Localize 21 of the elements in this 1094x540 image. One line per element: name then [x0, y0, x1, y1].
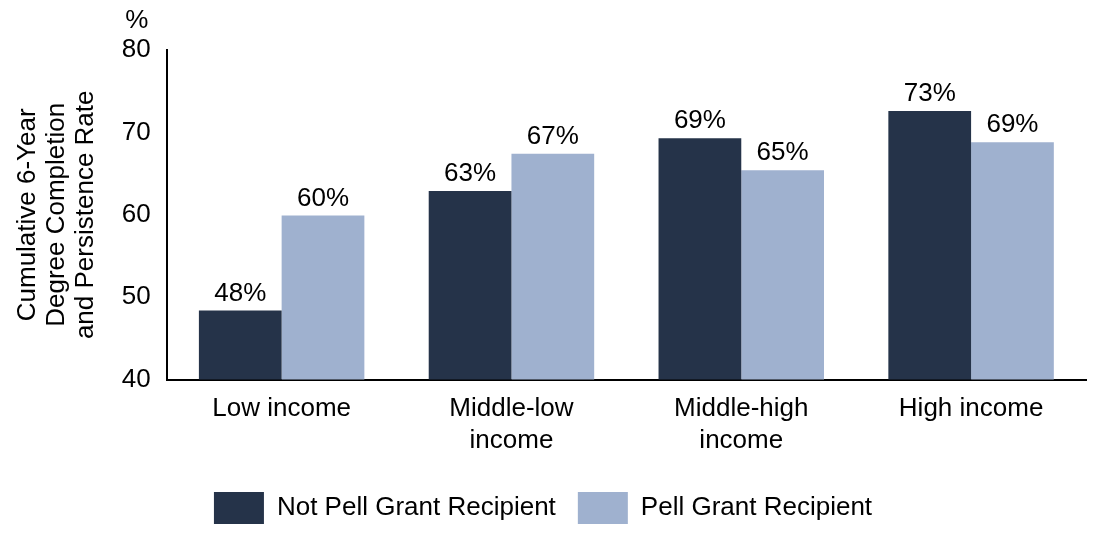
y-tick-label: 80 — [121, 33, 151, 64]
data-label: 73% — [903, 77, 956, 108]
y-axis-title: Cumulative 6-Year Degree Completion and Persistence Rate — [11, 90, 99, 340]
x-tick-label: Low income — [212, 392, 351, 423]
x-tick-label: High income — [898, 392, 1044, 423]
data-label: 67% — [526, 120, 579, 150]
data-label: 65% — [756, 136, 809, 167]
data-label: 69% — [986, 108, 1039, 139]
x-tick-label: Middle-low income — [449, 392, 574, 454]
y-tick-label: 70 — [121, 115, 151, 146]
y-tick-label: 50 — [121, 280, 151, 311]
legend-label: Pell Grant Recipient — [640, 491, 873, 522]
x-tick-label: Middle-high income — [674, 392, 809, 454]
legend-label: Not Pell Grant Recipient — [276, 491, 557, 522]
data-label: 48% — [214, 276, 267, 307]
y-tick-label: 60 — [121, 197, 151, 228]
data-label: 63% — [444, 157, 497, 188]
text: % — [125, 4, 149, 35]
data-label: 69% — [673, 104, 726, 135]
data-label: 60% — [296, 181, 350, 212]
y-tick-label: 40 — [121, 362, 151, 393]
